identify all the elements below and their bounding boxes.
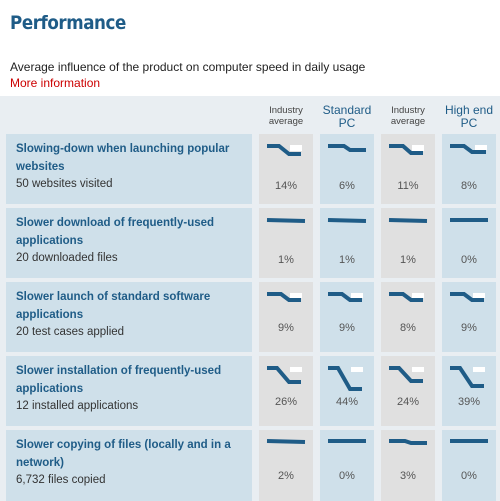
metric-cell: 44% — [320, 356, 374, 426]
row-title: Slower installation of frequently-used a… — [16, 365, 222, 395]
row-subtitle: 20 test cases applied — [16, 326, 125, 338]
row-title: Slower launch of standard software appli… — [16, 291, 211, 321]
metric-cell: 1% — [259, 208, 313, 278]
metric-value: 44% — [335, 396, 359, 408]
metric-cell: 3% — [381, 430, 435, 501]
trend-icon — [450, 292, 485, 302]
metric-value: 9% — [339, 322, 355, 334]
metric-cell: 14% — [259, 134, 313, 204]
metric-value: 11% — [397, 180, 419, 192]
trend-icon — [389, 144, 424, 155]
metric-value: 9% — [278, 322, 294, 334]
metric-value: 39% — [457, 396, 481, 408]
column-header-industry-average-2: Industry average — [390, 105, 426, 127]
metric-value: 0% — [461, 254, 477, 266]
row-label: Slower installation of frequently-used a… — [6, 356, 252, 426]
metric-value: 3% — [400, 470, 416, 482]
trend-icon — [450, 144, 487, 154]
metric-cell: 24% — [381, 356, 435, 426]
trend-icon — [267, 292, 302, 302]
metric-value: 1% — [339, 254, 355, 266]
metric-cell: 0% — [442, 208, 496, 278]
metric-value: 0% — [339, 470, 355, 482]
metric-cell: 26% — [259, 356, 313, 426]
metric-cell: 2% — [259, 430, 313, 501]
metric-cell: 39% — [442, 356, 496, 426]
trend-icon — [328, 144, 366, 152]
metric-cell: 8% — [381, 282, 435, 352]
row-label: Slowing-down when launching popular webs… — [6, 134, 252, 204]
metric-value: 0% — [461, 470, 477, 482]
metric-cell: 9% — [320, 282, 374, 352]
row-label: Slower launch of standard software appli… — [6, 282, 252, 352]
page-title: Performance — [10, 12, 126, 34]
row-label: Slower copying of files (locally and in … — [6, 430, 252, 501]
trend-icon — [266, 218, 306, 223]
metric-value: 8% — [400, 322, 416, 334]
metric-cell: 11% — [381, 134, 435, 204]
trend-icon — [450, 218, 488, 222]
metric-value: 26% — [274, 396, 298, 408]
row-subtitle: 20 downloaded files — [16, 252, 118, 264]
trend-icon — [267, 366, 302, 384]
metric-cell: 6% — [320, 134, 374, 204]
trend-icon — [328, 439, 366, 443]
metric-value: 1% — [400, 254, 416, 266]
trend-icon — [327, 218, 367, 223]
row-title: Slowing-down when launching popular webs… — [16, 143, 230, 173]
trend-icon — [450, 366, 485, 388]
trend-icon — [389, 439, 427, 445]
metric-value: 6% — [339, 180, 355, 192]
row-subtitle: 12 installed applications — [16, 400, 139, 412]
metric-cell: 0% — [442, 430, 496, 501]
metric-value: 24% — [396, 396, 420, 408]
trend-icon — [267, 144, 302, 156]
metric-value: 9% — [461, 322, 477, 334]
metric-cell: 9% — [442, 282, 496, 352]
column-header-high-end-pc: High end PC — [444, 103, 494, 130]
page-subtitle: Average influence of the product on comp… — [10, 60, 366, 74]
trend-icon — [328, 366, 363, 391]
column-header-standard-pc: Standard PC — [322, 103, 372, 130]
metric-cell: 8% — [442, 134, 496, 204]
trend-icon — [450, 439, 488, 443]
row-label: Slower download of frequently-used appli… — [6, 208, 252, 278]
metric-value: 1% — [278, 254, 294, 266]
more-information-link[interactable]: More information — [10, 76, 101, 90]
metric-value: 2% — [278, 470, 294, 482]
row-title: Slower copying of files (locally and in … — [16, 439, 231, 469]
trend-icon — [266, 439, 306, 444]
metric-cell: 1% — [320, 208, 374, 278]
metric-cell: 1% — [381, 208, 435, 278]
metric-value: 8% — [461, 180, 477, 192]
metric-cell: 9% — [259, 282, 313, 352]
row-title: Slower download of frequently-used appli… — [16, 217, 215, 247]
metric-value: 14% — [274, 180, 298, 192]
row-subtitle: 6,732 files copied — [16, 474, 106, 486]
metric-cell: 0% — [320, 430, 374, 501]
trend-icon — [328, 292, 363, 302]
trend-icon — [389, 366, 424, 383]
trend-icon — [388, 218, 428, 223]
trend-icon — [389, 292, 424, 302]
column-header-industry-average-1: Industry average — [268, 105, 304, 127]
row-subtitle: 50 websites visited — [16, 178, 113, 190]
